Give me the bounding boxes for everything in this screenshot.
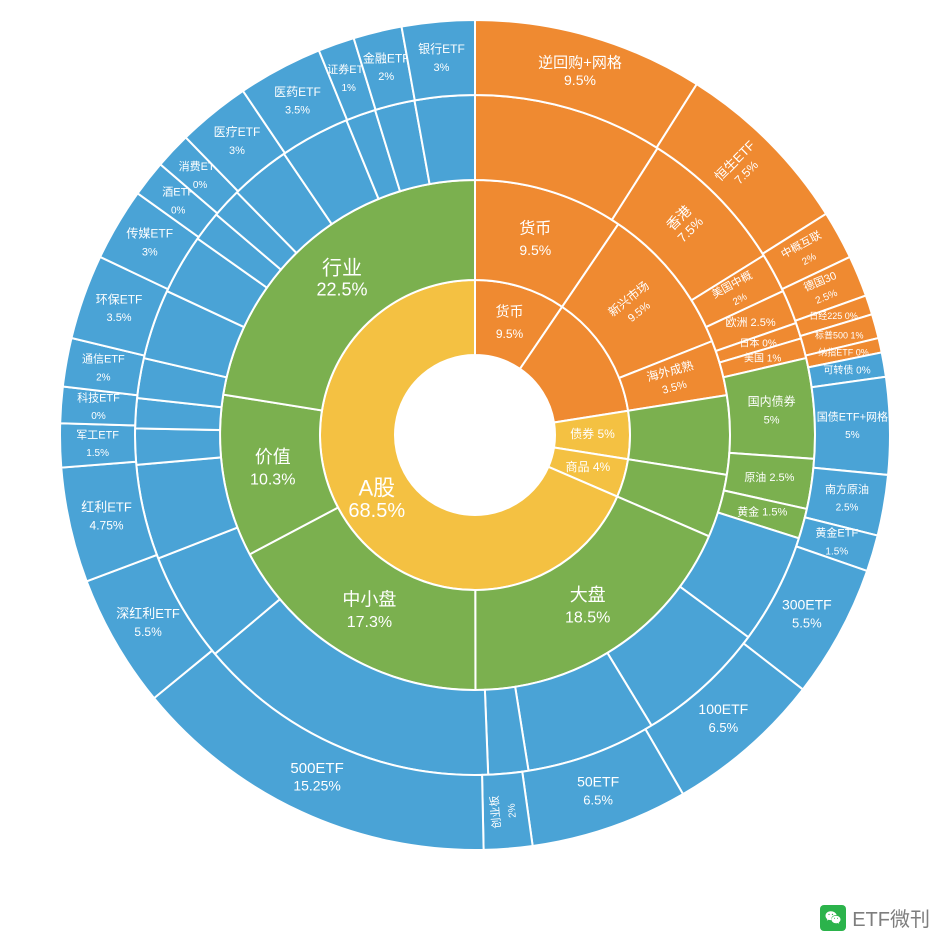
seg-label: 4.75%: [90, 518, 124, 532]
seg-label: 银行ETF: [418, 42, 465, 56]
seg-label: 1.5%: [86, 448, 109, 459]
sunburst-chart: 货币9.5%债券 5%商品 4%A股68.5%货币9.5%新兴市场9.5%海外成…: [0, 0, 950, 950]
seg-label: 3%: [142, 246, 158, 258]
seg-label: 货币: [496, 303, 524, 319]
ring4-seg: [812, 377, 890, 475]
seg-label: 标普500 1%: [815, 329, 864, 340]
seg-label: 价值: [255, 447, 291, 467]
seg-label: 68.5%: [348, 500, 405, 522]
seg-label: 1%: [341, 83, 356, 94]
seg-label: 债券 5%: [570, 426, 615, 441]
seg-label: 环保ETF: [96, 292, 143, 306]
footer-text: ETF微刊: [852, 903, 930, 932]
seg-label: 0%: [193, 180, 208, 191]
seg-label: 5.5%: [792, 615, 822, 630]
seg-label: 医药ETF: [274, 85, 321, 99]
seg-label: 日经225 0%: [809, 310, 858, 321]
footer-attribution: ETF微刊: [820, 903, 930, 932]
seg-label: 国内债券: [748, 394, 796, 409]
seg-label: 18.5%: [565, 609, 610, 626]
svg-text:2%: 2%: [507, 803, 519, 818]
seg-label: 大盘: [570, 585, 606, 605]
seg-label: 国债ETF+网格: [817, 410, 888, 424]
seg-label: 货币: [519, 219, 551, 237]
seg-label: 南方原油: [825, 482, 869, 496]
seg-label: 9.5%: [496, 327, 524, 341]
seg-label: 中小盘: [342, 589, 396, 609]
seg-label: 3%: [229, 145, 245, 157]
seg-label: 3.5%: [285, 105, 310, 117]
ring3-seg: [135, 428, 221, 464]
seg-label: 军工ETF: [76, 428, 119, 441]
seg-label: 原油 2.5%: [744, 470, 794, 484]
seg-label: 传媒ETF: [126, 226, 173, 241]
seg-label: 深红利ETF: [116, 606, 180, 621]
seg-label: 6.5%: [709, 720, 739, 735]
seg-label: 17.3%: [347, 614, 392, 631]
center-line1: 公众号：ETF报: [427, 477, 523, 493]
seg-label: 黄金ETF: [815, 526, 858, 540]
seg-label: 15.25%: [293, 778, 340, 794]
seg-label: 2.5%: [836, 503, 859, 514]
seg-label: 红利ETF: [81, 500, 132, 515]
seg-label: 5%: [764, 414, 780, 426]
seg-label: 商品 4%: [565, 459, 610, 474]
seg-label: 100ETF: [698, 701, 748, 717]
seg-label: 9.5%: [519, 242, 551, 258]
seg-label: 22.5%: [317, 280, 368, 300]
seg-label: 可转债 0%: [823, 364, 870, 377]
center-line2: ID：etfbao: [442, 494, 509, 510]
seg-label: 5.5%: [134, 625, 162, 639]
seg-label: 6.5%: [583, 792, 613, 807]
seg-label: 黄金 1.5%: [737, 505, 787, 519]
seg-label: 500ETF: [290, 760, 343, 777]
seg-label: 通信ETF: [82, 353, 125, 366]
seg-label: 金融ETF: [363, 50, 410, 65]
wechat-icon: [820, 905, 846, 931]
seg-label: 2%: [378, 71, 394, 83]
seg-label: 50ETF: [577, 774, 619, 790]
seg-label: 美国 1%: [744, 352, 781, 365]
seg-label: 10.3%: [250, 472, 295, 489]
seg-label: 行业: [322, 256, 362, 279]
seg-label: 0%: [91, 411, 106, 422]
seg-label: 3.5%: [107, 312, 132, 324]
seg-label: 2%: [96, 372, 111, 383]
seg-label: 3%: [433, 62, 449, 74]
ring4-seg: [402, 20, 475, 100]
seg-label: 1.5%: [825, 546, 848, 557]
seg-label: A股: [358, 475, 395, 500]
seg-label: 逆回购+网格: [538, 54, 622, 71]
seg-label: 0%: [171, 205, 186, 216]
seg-label: 5%: [845, 430, 860, 441]
seg-label: 欧洲 2.5%: [726, 316, 776, 329]
seg-label: 9.5%: [564, 72, 596, 88]
seg-label: 300ETF: [782, 597, 832, 613]
seg-label: 医疗ETF: [214, 125, 261, 139]
